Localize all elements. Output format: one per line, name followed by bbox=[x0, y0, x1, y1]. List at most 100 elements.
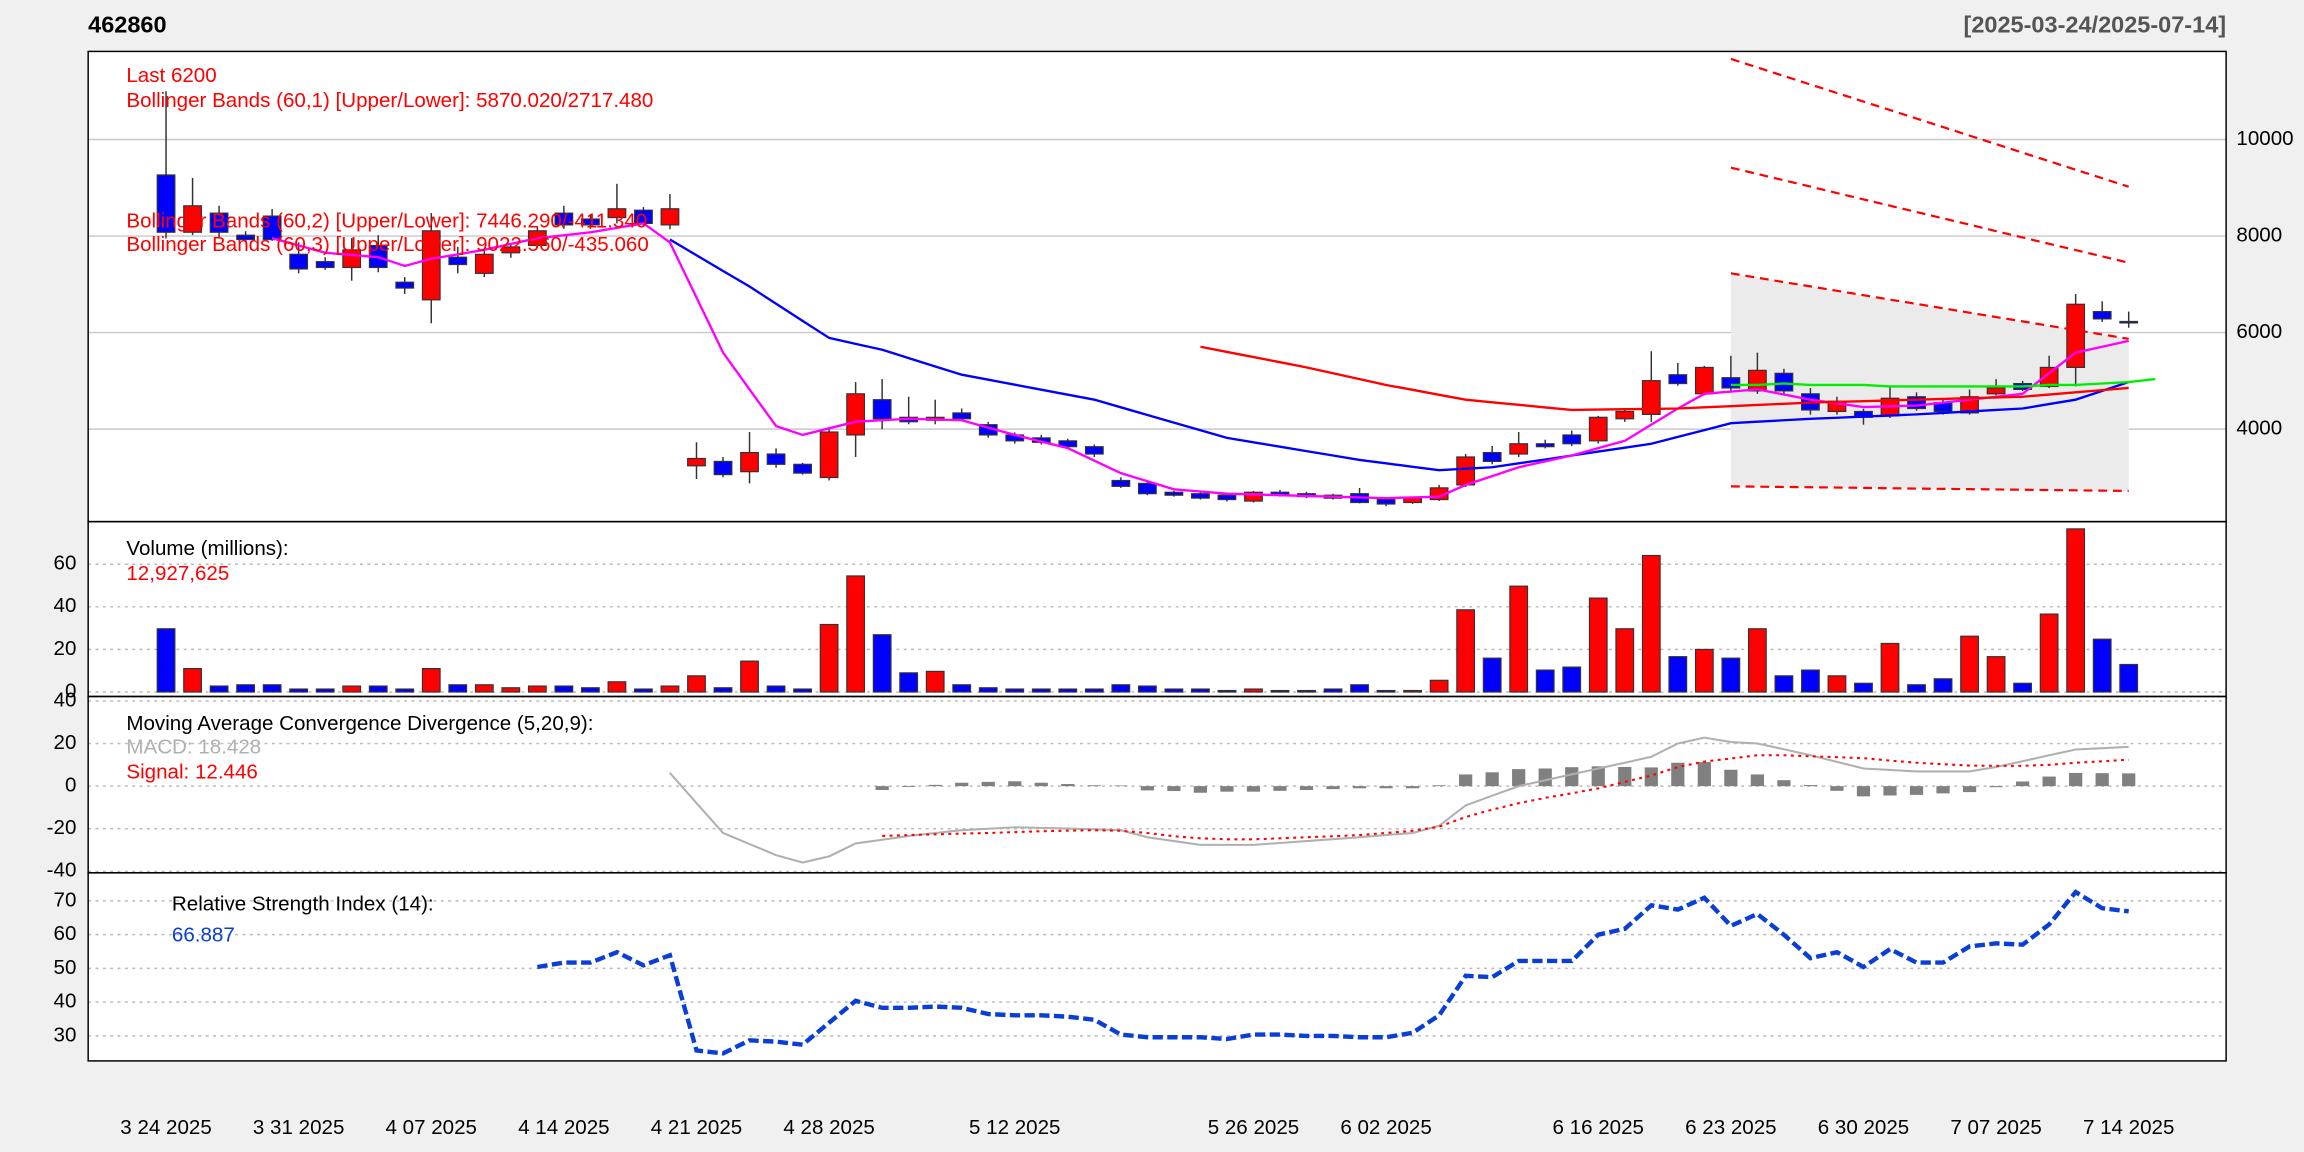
volume-bar bbox=[1986, 656, 2006, 693]
candle-body bbox=[766, 453, 786, 465]
histogram-bar bbox=[1830, 786, 1844, 791]
volume-bar bbox=[1137, 685, 1157, 693]
candle-body bbox=[289, 253, 309, 270]
volume-bar bbox=[580, 687, 600, 693]
x-tick-label: 6 16 2025 bbox=[1553, 1116, 1644, 1139]
volume-bar bbox=[209, 685, 229, 693]
candle-body bbox=[501, 246, 521, 254]
y-tick-label: 20 bbox=[54, 637, 77, 660]
y-tick-label: -20 bbox=[47, 816, 77, 839]
x-tick-label: 4 21 2025 bbox=[651, 1116, 742, 1139]
histogram-bar bbox=[1750, 774, 1764, 787]
x-tick-label: 4 14 2025 bbox=[518, 1116, 609, 1139]
volume-bar bbox=[687, 675, 706, 693]
legend-text: 66.887 bbox=[172, 923, 235, 946]
histogram-bar bbox=[1114, 785, 1128, 787]
legend-text: Moving Average Convergence Divergence (5… bbox=[126, 712, 593, 735]
histogram-bar bbox=[2095, 773, 2109, 787]
histogram-bar bbox=[2122, 773, 2136, 787]
histogram-bar bbox=[1856, 786, 1871, 797]
volume-bar bbox=[1960, 635, 1979, 693]
legend-text: Volume (millions): bbox=[126, 537, 288, 560]
candle-body bbox=[1456, 456, 1476, 486]
histogram-bar bbox=[1803, 785, 1818, 787]
y-tick-label: 20 bbox=[54, 731, 77, 754]
candle-body bbox=[793, 463, 812, 474]
candle-body bbox=[1668, 374, 1688, 385]
candle-body bbox=[1986, 387, 2006, 395]
volume-bar bbox=[1668, 656, 1688, 693]
candle-body bbox=[687, 457, 706, 467]
panel bbox=[88, 57, 2227, 507]
volume-bar bbox=[819, 623, 839, 693]
legend-text: Bollinger Bands (60,1) [Upper/Lower]: 58… bbox=[126, 89, 653, 112]
candle-body bbox=[1482, 451, 1502, 462]
candle-body bbox=[156, 174, 176, 233]
y-tick-label: 6000 bbox=[2236, 320, 2282, 343]
histogram-bar bbox=[1485, 772, 1499, 787]
y-tick-label: 8000 bbox=[2236, 223, 2282, 246]
x-tick-label: 4 07 2025 bbox=[386, 1116, 477, 1139]
band-line bbox=[1730, 57, 2130, 188]
panel bbox=[88, 528, 2227, 693]
volume-bar bbox=[1801, 669, 1820, 693]
candle-body bbox=[1509, 443, 1529, 455]
volume-bar bbox=[1058, 688, 1078, 693]
histogram-bar bbox=[1352, 786, 1367, 789]
y-tick-label: 70 bbox=[54, 888, 77, 911]
volume-bar bbox=[1509, 585, 1529, 693]
volume-bar bbox=[1535, 669, 1555, 693]
volume-bar bbox=[262, 684, 282, 693]
moving-average bbox=[271, 222, 2129, 500]
x-tick-label: 6 30 2025 bbox=[1818, 1116, 1909, 1139]
volume-bar bbox=[1641, 554, 1661, 693]
histogram-bar bbox=[1883, 786, 1897, 796]
volume-bar bbox=[1854, 682, 1873, 693]
candle-body bbox=[209, 212, 229, 233]
moving-average bbox=[1730, 377, 2156, 388]
histogram-bar bbox=[1644, 767, 1658, 787]
volume-bar bbox=[2039, 613, 2059, 693]
volume-bar bbox=[872, 634, 892, 693]
volume-bar bbox=[2013, 682, 2033, 693]
candle-body bbox=[819, 431, 839, 479]
histogram-bar bbox=[955, 782, 969, 787]
volume-bar bbox=[978, 687, 998, 693]
histogram-bar bbox=[1167, 786, 1181, 792]
volume-bar bbox=[1323, 688, 1343, 693]
x-tick-label: 3 24 2025 bbox=[120, 1116, 211, 1139]
candle-body bbox=[448, 256, 468, 266]
histogram-bar bbox=[875, 786, 889, 790]
candle-body bbox=[421, 230, 441, 301]
volume-bar bbox=[421, 668, 441, 693]
histogram-bar bbox=[1061, 784, 1075, 787]
volume-bar bbox=[1270, 689, 1290, 693]
histogram-bar bbox=[1591, 766, 1605, 787]
volume-bar bbox=[713, 687, 733, 693]
candle-body bbox=[1058, 440, 1078, 448]
volume-bar bbox=[1403, 689, 1422, 693]
y-tick-label: 40 bbox=[54, 990, 77, 1013]
candle-body bbox=[1615, 410, 1635, 420]
band-line bbox=[1730, 272, 2129, 340]
legend-text: Bollinger Bands (60,2) [Upper/Lower]: 74… bbox=[126, 209, 647, 232]
candle-body bbox=[1244, 491, 1263, 502]
histogram-bar bbox=[1909, 786, 1924, 795]
volume-bar bbox=[1297, 689, 1316, 693]
candle-body bbox=[1084, 446, 1104, 455]
volume-bar bbox=[846, 575, 866, 693]
candle-body bbox=[554, 212, 574, 226]
volume-bar bbox=[183, 668, 202, 693]
candle-body bbox=[740, 451, 759, 473]
candle-body bbox=[846, 393, 866, 436]
candle-body bbox=[607, 208, 627, 219]
series-line bbox=[536, 889, 2129, 1056]
histogram-bar bbox=[1220, 786, 1234, 792]
volume-bar bbox=[1376, 689, 1396, 693]
volume-bar bbox=[1880, 642, 1900, 693]
histogram-bar bbox=[1193, 786, 1208, 793]
candle-body bbox=[1721, 377, 1741, 389]
volume-bar bbox=[607, 681, 627, 693]
volume-bar bbox=[1005, 688, 1025, 693]
